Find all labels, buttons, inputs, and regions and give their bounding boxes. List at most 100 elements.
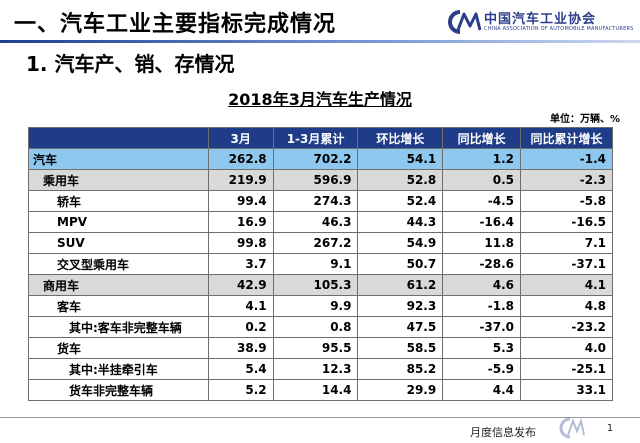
logo-chinese-name: 中国汽车工业协会 <box>484 12 597 27</box>
table-row: 其中:半挂牵引车 5.4 12.3 85.2 -5.9 -25.1 <box>28 358 613 380</box>
table-cell: 95.5 <box>272 337 359 359</box>
unit-label: 单位：万辆、% <box>549 114 620 125</box>
table-cell: 14.4 <box>272 379 359 401</box>
table-cell: 4.0 <box>520 337 613 359</box>
column-header: 同比增长 <box>442 127 522 149</box>
table-cell: 4.1 <box>520 274 613 296</box>
table-cell: 219.9 <box>207 169 274 191</box>
table-row: 交叉型乘用车 3.7 9.1 50.7 -28.6 -37.1 <box>28 253 613 275</box>
row-label: 轿车 <box>28 190 209 212</box>
table-cell: 262.8 <box>207 148 274 170</box>
table-cell: -4.5 <box>442 190 522 212</box>
column-header: 同比累计增长 <box>520 127 613 149</box>
table-cell: -23.2 <box>520 316 613 338</box>
table-cell: 54.1 <box>357 148 444 170</box>
row-label: 乘用车 <box>28 169 209 191</box>
table-cell: 99.4 <box>207 190 274 212</box>
table-cell: 4.4 <box>442 379 522 401</box>
table-cell: 0.2 <box>207 316 274 338</box>
table-cell: 274.3 <box>272 190 359 212</box>
table-cell: 85.2 <box>357 358 444 380</box>
table-cell: 11.8 <box>442 232 522 254</box>
table-cell: 9.1 <box>272 253 359 275</box>
table-row: 轿车 99.4 274.3 52.4 -4.5 -5.8 <box>28 190 613 212</box>
table-cell: 1.2 <box>442 148 522 170</box>
table-header-row: 3月 1-3月累计 环比增长 同比增长 同比累计增长 <box>28 127 613 149</box>
table-cell: 42.9 <box>207 274 274 296</box>
table-cell: 99.8 <box>207 232 274 254</box>
logo-english-name: CHINA ASSOCIATION OF AUTOMOBILE MANUFACT… <box>484 26 634 32</box>
column-header: 环比增长 <box>357 127 444 149</box>
table-cell: 47.5 <box>357 316 444 338</box>
table-cell: 5.3 <box>442 337 522 359</box>
table-cell: -16.5 <box>520 211 613 233</box>
table-cell: 44.3 <box>357 211 444 233</box>
table-cell: 5.2 <box>207 379 274 401</box>
table-row: 货车非完整车辆 5.2 14.4 29.9 4.4 33.1 <box>28 379 613 401</box>
footer-divider <box>0 417 640 418</box>
table-row: 货车 38.9 95.5 58.5 5.3 4.0 <box>28 337 613 359</box>
table-cell: -1.8 <box>442 295 522 317</box>
table-cell: 50.7 <box>357 253 444 275</box>
table-row: 其中:客车非完整车辆 0.2 0.8 47.5 -37.0 -23.2 <box>28 316 613 338</box>
table-cell: 5.4 <box>207 358 274 380</box>
table-cell: 58.5 <box>357 337 444 359</box>
row-label: SUV <box>28 232 209 254</box>
row-label: 商用车 <box>28 274 209 296</box>
table-cell: -1.4 <box>520 148 613 170</box>
production-table: 3月 1-3月累计 环比增长 同比增长 同比累计增长 汽车 262.8 702.2 5… <box>28 127 613 401</box>
caam-logo: 中国汽车工业协会 CHINA ASSOCIATION OF AUTOMOBILE… <box>440 6 634 40</box>
row-label: 交叉型乘用车 <box>28 253 209 275</box>
row-label: 货车 <box>28 337 209 359</box>
table-cell: 12.3 <box>272 358 359 380</box>
table-row: SUV 99.8 267.2 54.9 11.8 7.1 <box>28 232 613 254</box>
page-heading: 一、汽车工业主要指标完成情况 <box>14 12 337 37</box>
column-header: 3月 <box>207 127 274 149</box>
table-row: 商用车 42.9 105.3 61.2 4.6 4.1 <box>28 274 613 296</box>
table-cell: 16.9 <box>207 211 274 233</box>
table-cell: -5.9 <box>442 358 522 380</box>
table-cell: 52.4 <box>357 190 444 212</box>
row-label: 汽车 <box>28 148 209 170</box>
table-title: 2018年3月汽车生产情况 <box>0 86 640 110</box>
table-row: 乘用车 219.9 596.9 52.8 0.5 -2.3 <box>28 169 613 191</box>
section-title: 1. 汽车产、销、存情况 <box>26 52 235 76</box>
footer-text: 月度信息发布 <box>470 426 536 439</box>
table-cell: 3.7 <box>207 253 274 275</box>
row-label: 客车 <box>28 295 209 317</box>
table-cell: 52.8 <box>357 169 444 191</box>
row-label: 其中:半挂牵引车 <box>28 358 209 380</box>
table-cell: 46.3 <box>272 211 359 233</box>
table-cell: 61.2 <box>357 274 444 296</box>
table-cell: -16.4 <box>442 211 522 233</box>
table-cell: 596.9 <box>272 169 359 191</box>
table-cell: 702.2 <box>272 148 359 170</box>
watermark-logo-icon <box>559 417 585 439</box>
table-cell: -37.0 <box>442 316 522 338</box>
table-cell: 33.1 <box>520 379 613 401</box>
table-row: 汽车 262.8 702.2 54.1 1.2 -1.4 <box>28 148 613 170</box>
table-row: MPV 16.9 46.3 44.3 -16.4 -16.5 <box>28 211 613 233</box>
row-label: MPV <box>28 211 209 233</box>
row-label: 货车非完整车辆 <box>28 379 209 401</box>
table-cell: 105.3 <box>272 274 359 296</box>
table-cell: -28.6 <box>442 253 522 275</box>
row-label: 其中:客车非完整车辆 <box>28 316 209 338</box>
column-header: 1-3月累计 <box>272 127 359 149</box>
table-cell: -2.3 <box>520 169 613 191</box>
table-cell: 38.9 <box>207 337 274 359</box>
header-divider <box>0 40 640 43</box>
table-cell: 92.3 <box>357 295 444 317</box>
table-cell: 4.8 <box>520 295 613 317</box>
table-cell: -5.8 <box>520 190 613 212</box>
table-cell: 4.6 <box>442 274 522 296</box>
table-cell: 0.5 <box>442 169 522 191</box>
caam-logo-mark-icon <box>448 10 482 34</box>
table-cell: 267.2 <box>272 232 359 254</box>
page-number: 1 <box>606 423 614 434</box>
table-cell: 7.1 <box>520 232 613 254</box>
table-cell: 54.9 <box>357 232 444 254</box>
table-cell: 9.9 <box>272 295 359 317</box>
table-cell: 29.9 <box>357 379 444 401</box>
column-header <box>28 127 209 149</box>
